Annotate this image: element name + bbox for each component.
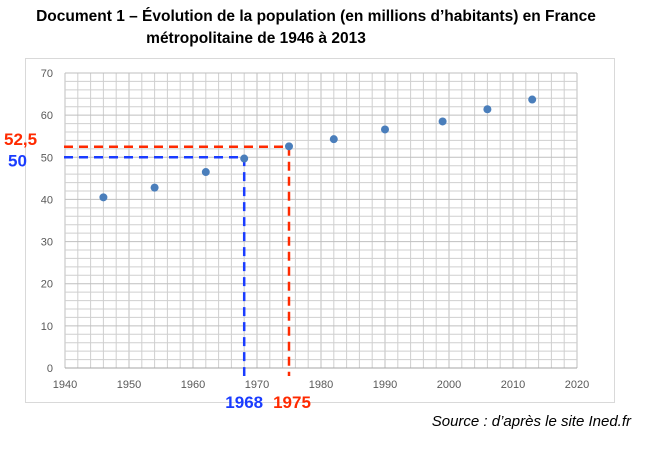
x-tick-label: 1980 (309, 379, 333, 391)
source-note: Source : d’après le site Ined.fr (431, 413, 631, 430)
x-tick-label: 2020 (565, 379, 589, 391)
y-tick-label: 10 (41, 321, 53, 333)
x-tick-label: 1990 (373, 379, 397, 391)
data-point (285, 142, 293, 151)
chart-title-line2: métropolitaine de 1946 à 2013 (146, 30, 366, 47)
y-tick-label: 50 (41, 152, 53, 164)
y-tick-label: 0 (47, 363, 53, 375)
data-point (438, 117, 447, 126)
x-tick-label: 1950 (117, 379, 141, 391)
annotation-label-1975: 1975 (273, 393, 311, 412)
x-tick-label: 2010 (501, 379, 525, 391)
chart-frame (25, 58, 615, 403)
data-point (528, 95, 537, 104)
x-tick-label: 1960 (181, 379, 205, 391)
data-point (329, 135, 338, 144)
data-point (150, 183, 159, 192)
y-tick-label: 20 (41, 279, 53, 291)
guide-line-1975 (64, 145, 291, 376)
annotation-label-1968: 1968 (225, 393, 263, 412)
x-tick-label: 1970 (245, 379, 269, 391)
data-point (201, 168, 210, 177)
annotation-label-50: 50 (8, 151, 27, 170)
annotation-label-52-5: 52,5 (4, 130, 37, 149)
data-point (381, 125, 389, 134)
y-tick-label: 40 (41, 194, 53, 206)
y-tick-label: 70 (41, 68, 53, 80)
chart-title: Document 1 – Évolution de la population … (36, 8, 596, 25)
x-tick-label: 2000 (437, 379, 461, 391)
y-tick-label: 30 (41, 237, 53, 249)
x-tick-label: 1940 (53, 379, 77, 391)
data-point (240, 154, 249, 163)
y-tick-label: 60 (41, 110, 53, 122)
data-point (99, 193, 108, 202)
data-point (483, 105, 492, 114)
